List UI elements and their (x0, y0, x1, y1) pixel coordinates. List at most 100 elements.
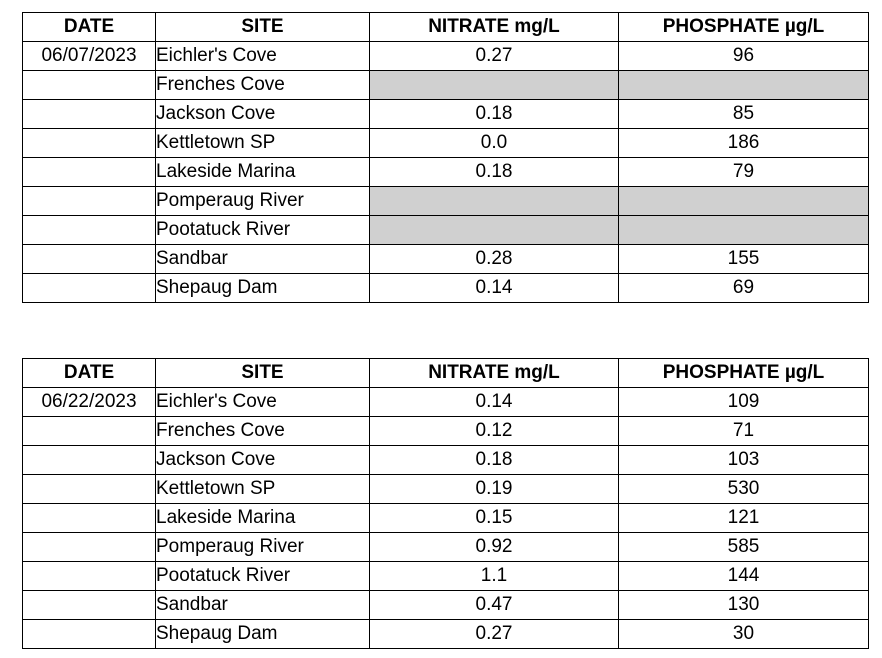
phosphate-cell: 69 (618, 273, 869, 303)
date-cell (22, 128, 156, 158)
nitrate-cell: 0.27 (369, 41, 619, 71)
nitrate-cell: 0.18 (369, 157, 619, 187)
nitrate-cell: 0.27 (369, 619, 619, 649)
header-nitrate: NITRATE mg/L (369, 358, 619, 388)
table-row: Kettletown SP 0.19 530 (22, 474, 869, 504)
table-row: 06/07/2023 Eichler's Cove 0.27 96 (22, 41, 869, 71)
phosphate-cell: 30 (618, 619, 869, 649)
water-quality-table-2: DATE SITE NITRATE mg/L PHOSPHATE µg/L 06… (22, 358, 869, 649)
header-site: SITE (155, 12, 370, 42)
table-row: Jackson Cove 0.18 85 (22, 99, 869, 129)
date-cell (22, 244, 156, 274)
nitrate-cell: 0.18 (369, 99, 619, 129)
phosphate-cell: 103 (618, 445, 869, 475)
header-date: DATE (22, 358, 156, 388)
table-row: Shepaug Dam 0.27 30 (22, 619, 869, 649)
nitrate-cell: 1.1 (369, 561, 619, 591)
header-site: SITE (155, 358, 370, 388)
phosphate-cell-missing (618, 70, 869, 100)
phosphate-cell: 155 (618, 244, 869, 274)
nitrate-cell: 0.12 (369, 416, 619, 446)
date-cell: 06/22/2023 (22, 387, 156, 417)
date-cell (22, 157, 156, 187)
site-cell: Pootatuck River (155, 561, 370, 591)
date-cell (22, 474, 156, 504)
site-cell: Kettletown SP (155, 474, 370, 504)
date-cell: 06/07/2023 (22, 41, 156, 71)
table-row: Pootatuck River 1.1 144 (22, 561, 869, 591)
header-nitrate: NITRATE mg/L (369, 12, 619, 42)
phosphate-cell: 130 (618, 590, 869, 620)
date-cell (22, 416, 156, 446)
date-cell (22, 273, 156, 303)
date-cell (22, 619, 156, 649)
phosphate-cell: 109 (618, 387, 869, 417)
nitrate-cell: 0.14 (369, 273, 619, 303)
table-row: Pootatuck River (22, 215, 869, 245)
site-cell: Jackson Cove (155, 445, 370, 475)
date-cell (22, 186, 156, 216)
header-phosphate: PHOSPHATE µg/L (618, 12, 869, 42)
table-row: Lakeside Marina 0.15 121 (22, 503, 869, 533)
site-cell: Frenches Cove (155, 70, 370, 100)
date-cell (22, 590, 156, 620)
phosphate-cell: 96 (618, 41, 869, 71)
phosphate-cell: 85 (618, 99, 869, 129)
nitrate-cell: 0.92 (369, 532, 619, 562)
date-cell (22, 70, 156, 100)
nitrate-cell: 0.28 (369, 244, 619, 274)
phosphate-cell: 585 (618, 532, 869, 562)
phosphate-cell-missing (618, 215, 869, 245)
date-cell (22, 99, 156, 129)
date-cell (22, 503, 156, 533)
nitrate-cell-missing (369, 215, 619, 245)
nitrate-cell: 0.14 (369, 387, 619, 417)
site-cell: Jackson Cove (155, 99, 370, 129)
phosphate-cell: 79 (618, 157, 869, 187)
nitrate-cell: 0.0 (369, 128, 619, 158)
site-cell: Pomperaug River (155, 532, 370, 562)
nitrate-cell-missing (369, 70, 619, 100)
table-row: Pomperaug River 0.92 585 (22, 532, 869, 562)
nitrate-cell: 0.15 (369, 503, 619, 533)
phosphate-cell: 186 (618, 128, 869, 158)
date-cell (22, 561, 156, 591)
date-cell (22, 445, 156, 475)
table-row: Frenches Cove 0.12 71 (22, 416, 869, 446)
table-row: Sandbar 0.47 130 (22, 590, 869, 620)
site-cell: Eichler's Cove (155, 41, 370, 71)
table-row: Kettletown SP 0.0 186 (22, 128, 869, 158)
phosphate-cell: 144 (618, 561, 869, 591)
site-cell: Eichler's Cove (155, 387, 370, 417)
site-cell: Shepaug Dam (155, 619, 370, 649)
site-cell: Sandbar (155, 590, 370, 620)
nitrate-cell: 0.18 (369, 445, 619, 475)
header-row: DATE SITE NITRATE mg/L PHOSPHATE µg/L (22, 12, 869, 42)
site-cell: Shepaug Dam (155, 273, 370, 303)
table-row: Lakeside Marina 0.18 79 (22, 157, 869, 187)
date-cell (22, 532, 156, 562)
site-cell: Pomperaug River (155, 186, 370, 216)
phosphate-cell-missing (618, 186, 869, 216)
phosphate-cell: 121 (618, 503, 869, 533)
header-row: DATE SITE NITRATE mg/L PHOSPHATE µg/L (22, 358, 869, 388)
header-date: DATE (22, 12, 156, 42)
nitrate-cell: 0.47 (369, 590, 619, 620)
phosphate-cell: 530 (618, 474, 869, 504)
site-cell: Sandbar (155, 244, 370, 274)
water-quality-table-1: DATE SITE NITRATE mg/L PHOSPHATE µg/L 06… (22, 12, 869, 303)
site-cell: Frenches Cove (155, 416, 370, 446)
date-cell (22, 215, 156, 245)
table-row: 06/22/2023 Eichler's Cove 0.14 109 (22, 387, 869, 417)
table-row: Pomperaug River (22, 186, 869, 216)
nitrate-cell-missing (369, 186, 619, 216)
table-row: Jackson Cove 0.18 103 (22, 445, 869, 475)
table-row: Frenches Cove (22, 70, 869, 100)
site-cell: Lakeside Marina (155, 157, 370, 187)
site-cell: Kettletown SP (155, 128, 370, 158)
table-row: Sandbar 0.28 155 (22, 244, 869, 274)
phosphate-cell: 71 (618, 416, 869, 446)
site-cell: Pootatuck River (155, 215, 370, 245)
site-cell: Lakeside Marina (155, 503, 370, 533)
nitrate-cell: 0.19 (369, 474, 619, 504)
